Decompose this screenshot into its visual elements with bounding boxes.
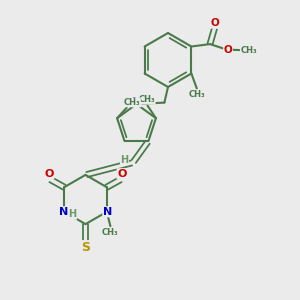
Text: O: O [224, 45, 232, 55]
Text: O: O [210, 18, 219, 28]
Text: O: O [117, 169, 127, 179]
Text: N: N [132, 97, 141, 107]
Text: CH₃: CH₃ [189, 90, 206, 99]
Text: CH₃: CH₃ [240, 46, 257, 55]
Text: CH₃: CH₃ [124, 98, 140, 107]
Text: S: S [81, 241, 90, 254]
Text: N: N [59, 207, 68, 217]
Text: CH₃: CH₃ [139, 95, 155, 104]
Text: H: H [120, 154, 129, 165]
Text: H: H [68, 209, 77, 219]
Text: N: N [103, 207, 112, 217]
Text: O: O [44, 169, 54, 179]
Text: CH₃: CH₃ [102, 228, 119, 237]
